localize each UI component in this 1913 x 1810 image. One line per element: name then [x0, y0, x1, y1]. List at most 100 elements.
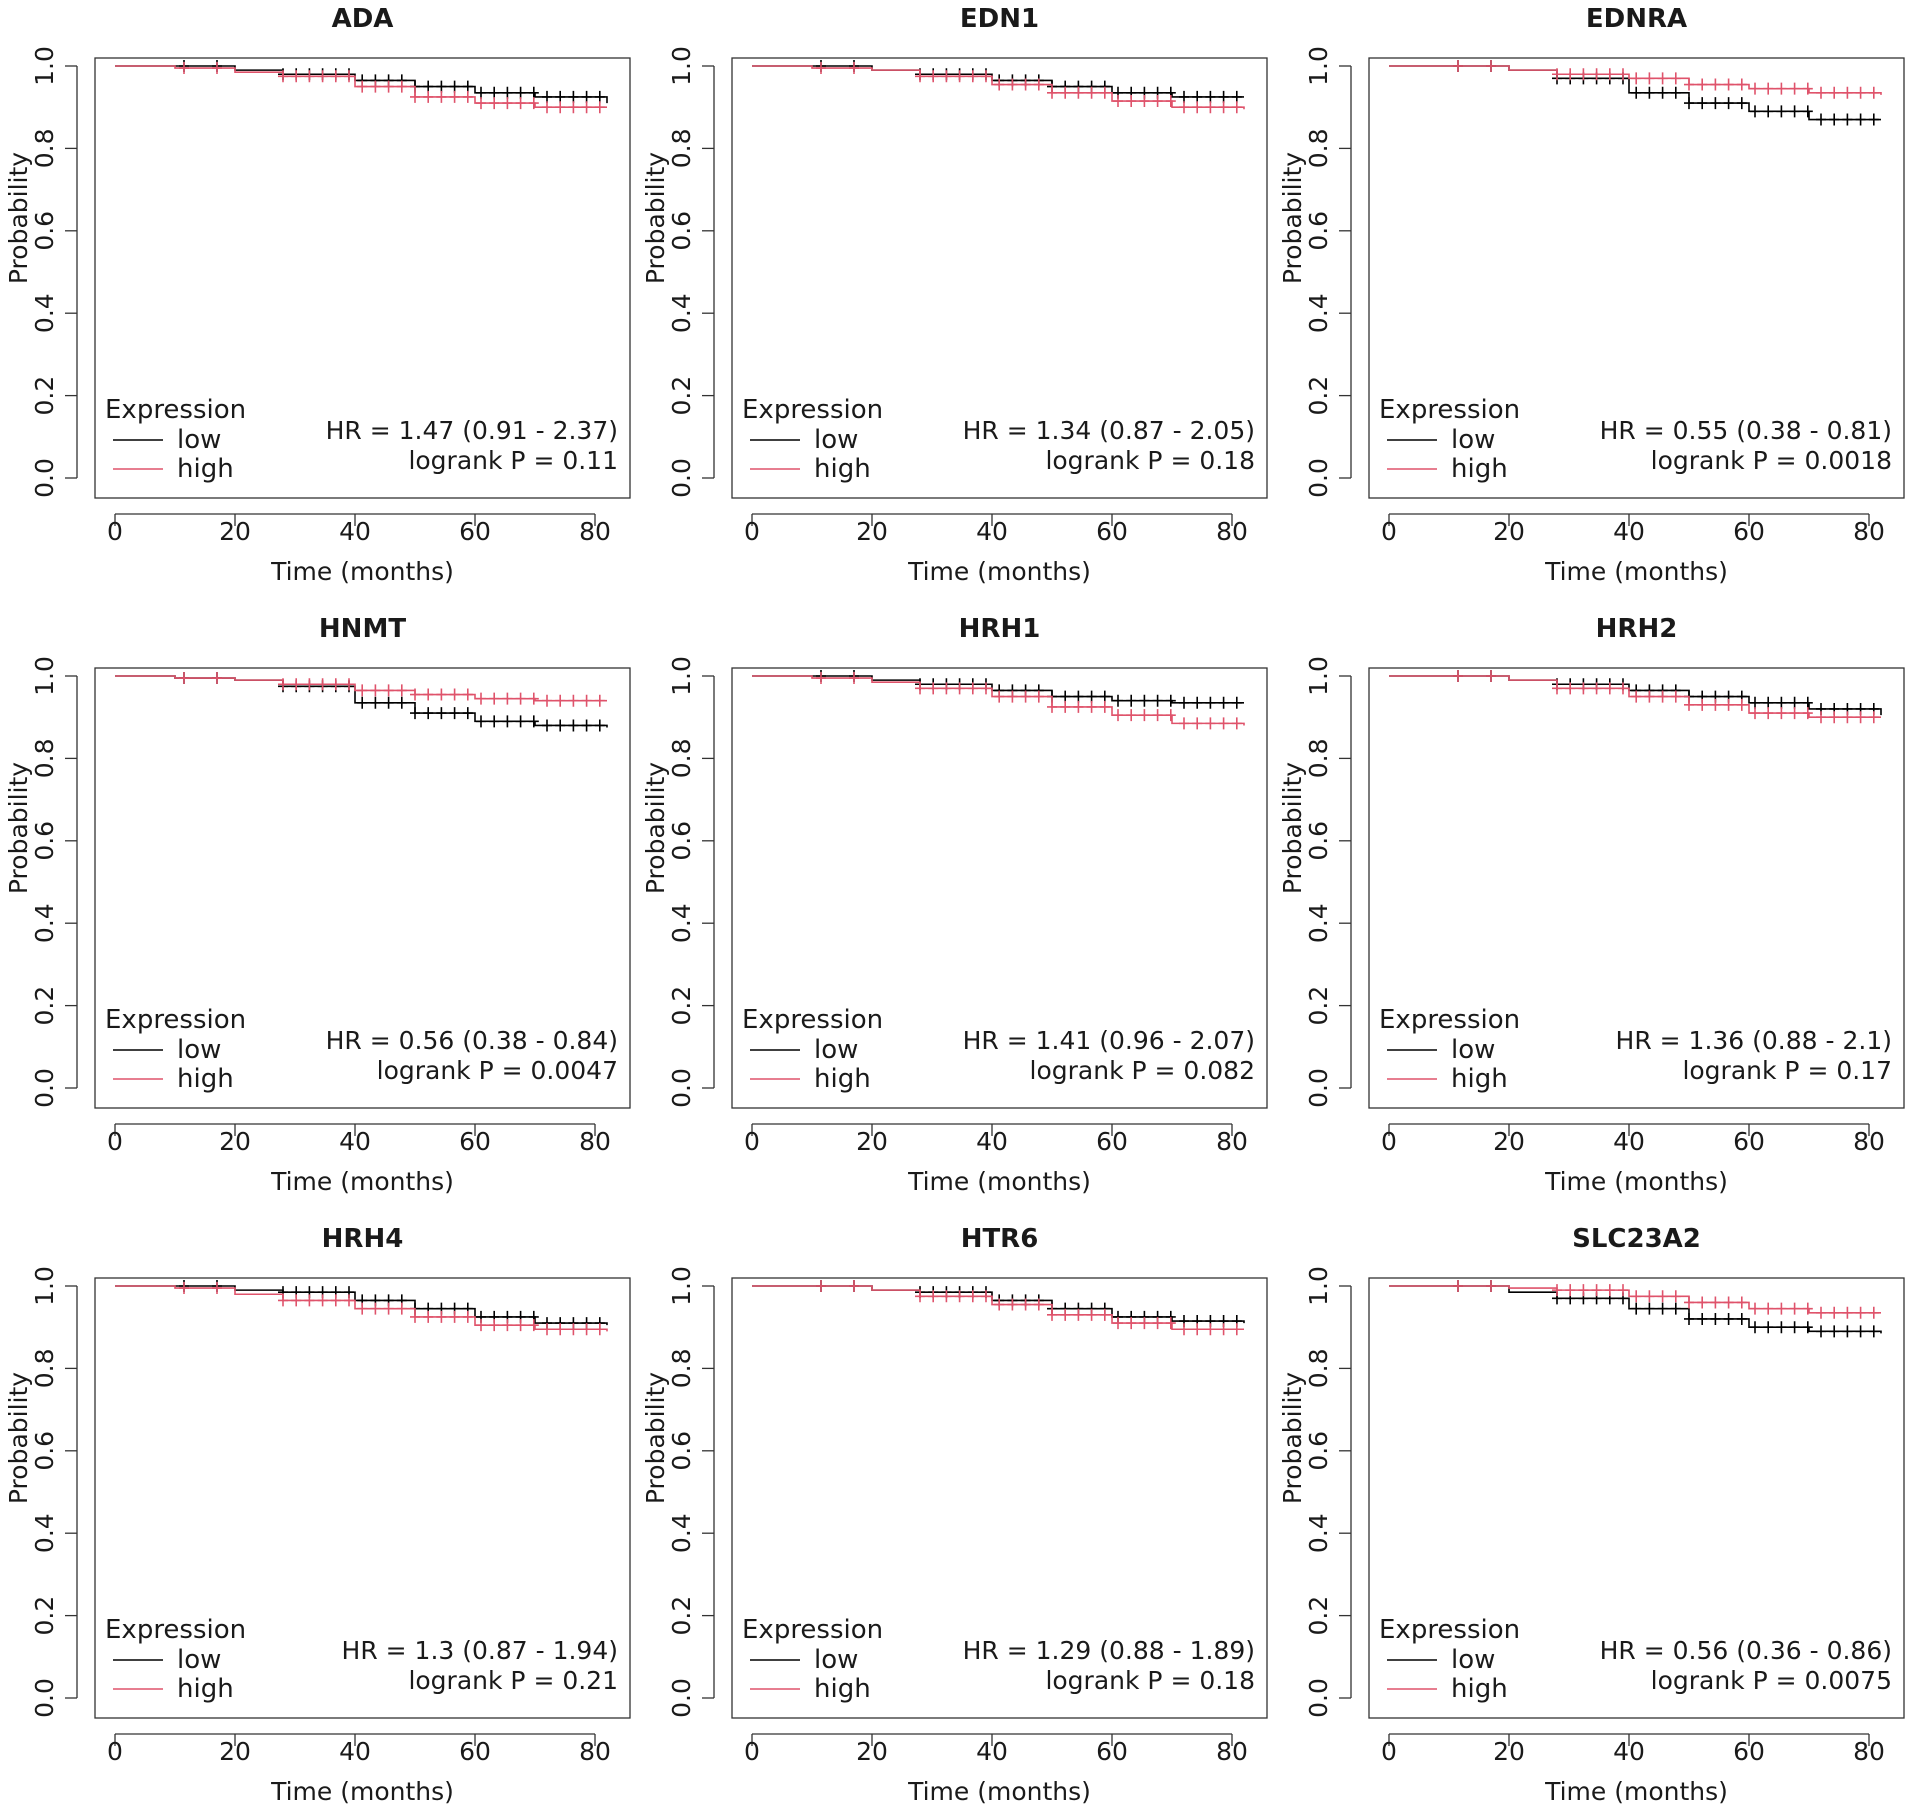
censor-mark — [1113, 694, 1123, 707]
y-tick-label: 0.2 — [1304, 1596, 1333, 1636]
censor-mark — [1789, 82, 1800, 95]
y-axis-label: Probability — [641, 1372, 670, 1504]
censor-mark — [816, 62, 826, 75]
y-tick-label: 0.4 — [667, 293, 696, 333]
censor-mark — [1829, 113, 1840, 126]
censor-mark — [568, 1323, 579, 1336]
censor-mark — [515, 715, 526, 728]
x-tick-label: 60 — [1733, 1737, 1765, 1766]
censor-mark — [1591, 1284, 1602, 1297]
legend-title: Expression — [742, 395, 883, 425]
censor-mark — [594, 1323, 605, 1336]
censor-mark — [1192, 717, 1203, 730]
hazard-ratio: HR = 1.29 (0.88 - 1.89) — [963, 1636, 1255, 1665]
y-tick-label: 0.4 — [1304, 1513, 1333, 1553]
censor-marks-high — [816, 672, 1242, 730]
panel-title: EDNRA — [1586, 4, 1687, 34]
x-tick-label: 0 — [744, 1127, 760, 1156]
censor-mark — [1007, 690, 1018, 703]
logrank-pvalue: logrank P = 0.11 — [408, 446, 618, 475]
censor-mark — [1618, 682, 1628, 695]
censor-mark — [1152, 95, 1163, 108]
censor-mark — [1802, 105, 1813, 118]
censor-mark — [915, 1290, 925, 1303]
censor-mark — [994, 1298, 1005, 1311]
y-tick-label: 0.8 — [667, 129, 696, 169]
legend-label-low: low — [814, 1035, 858, 1065]
censor-marks-high — [816, 1280, 1242, 1336]
y-tick-label: 0.4 — [667, 903, 696, 943]
censor-mark — [1657, 690, 1668, 703]
y-tick-label: 0.8 — [30, 1349, 59, 1389]
censor-mark — [423, 707, 434, 720]
y-tick-label: 1.0 — [1304, 656, 1333, 696]
censor-mark — [344, 70, 354, 83]
censor-mark — [967, 1290, 978, 1303]
censor-marks-low — [179, 672, 605, 732]
censor-mark — [1179, 717, 1189, 730]
y-tick-label: 0.8 — [1304, 739, 1333, 779]
censor-mark — [1060, 700, 1071, 713]
km-panel-hrh4: HRH4 0.0 0.2 0.4 0.6 0.8 1.0 Probability 0 20 40 60… — [4, 1224, 631, 1806]
censor-mark — [941, 70, 952, 83]
censor-mark — [1816, 1306, 1826, 1319]
censor-mark — [436, 80, 447, 93]
y-tick-label: 0.0 — [30, 458, 59, 498]
y-tick-label: 0.2 — [667, 986, 696, 1026]
censor-mark — [1802, 696, 1813, 709]
censor-mark — [1789, 1302, 1800, 1315]
censor-mark — [1776, 1302, 1787, 1315]
censor-mark — [1060, 1308, 1071, 1321]
y-tick-label: 0.8 — [1304, 1349, 1333, 1389]
censor-mark — [1868, 113, 1879, 126]
censor-mark — [1453, 670, 1463, 682]
censor-mark — [317, 678, 328, 691]
censor-mark — [1816, 1325, 1826, 1338]
censor-mark — [1697, 1296, 1708, 1309]
censor-mark — [1763, 105, 1774, 118]
censor-mark — [1750, 82, 1760, 95]
legend-label-low: low — [1451, 425, 1495, 455]
censor-mark — [1631, 1302, 1642, 1315]
km-panel-edn1: EDN1 0.0 0.2 0.4 0.6 0.8 1.0 Probability 0 20 40 60… — [641, 4, 1268, 586]
censor-mark — [568, 694, 579, 707]
censor-mark — [1086, 86, 1097, 99]
panel-title: HTR6 — [961, 1224, 1039, 1254]
censor-mark — [1855, 1306, 1866, 1319]
censor-mark — [1736, 698, 1747, 711]
censor-mark — [1776, 707, 1787, 720]
censor-mark — [1631, 72, 1642, 85]
censor-mark — [1710, 1312, 1721, 1325]
plot-frame — [94, 57, 631, 499]
censor-mark — [1670, 1302, 1681, 1315]
censor-mark — [1218, 101, 1229, 114]
censor-mark — [1802, 1321, 1813, 1334]
censor-mark — [1736, 1312, 1747, 1325]
censor-mark — [1060, 86, 1071, 99]
censor-mark — [1099, 1308, 1110, 1321]
censor-marks-high — [179, 1282, 605, 1336]
censor-mark — [1033, 1298, 1044, 1311]
censor-mark — [1604, 1284, 1615, 1297]
censor-mark — [291, 1294, 302, 1307]
logrank-pvalue: logrank P = 0.21 — [408, 1666, 618, 1695]
censor-mark — [1139, 694, 1150, 707]
censor-mark — [954, 682, 965, 695]
logrank-pvalue: logrank P = 0.0018 — [1651, 446, 1892, 475]
y-tick-label: 0.8 — [1304, 129, 1333, 169]
censor-mark — [1868, 1306, 1879, 1319]
legend-label-high: high — [1451, 454, 1508, 484]
y-tick-label: 0.2 — [1304, 376, 1333, 416]
plot-frame — [1368, 57, 1905, 499]
y-tick-label: 1.0 — [667, 656, 696, 696]
plot-frame — [94, 1277, 631, 1719]
censor-mark — [449, 707, 460, 720]
km-panel-htr6: HTR6 0.0 0.2 0.4 0.6 0.8 1.0 Probability 0 20 40 60… — [641, 1224, 1268, 1806]
y-tick-label: 0.2 — [30, 986, 59, 1026]
censor-mark — [344, 1294, 354, 1307]
censor-mark — [568, 101, 579, 114]
x-tick-label: 0 — [744, 1737, 760, 1766]
